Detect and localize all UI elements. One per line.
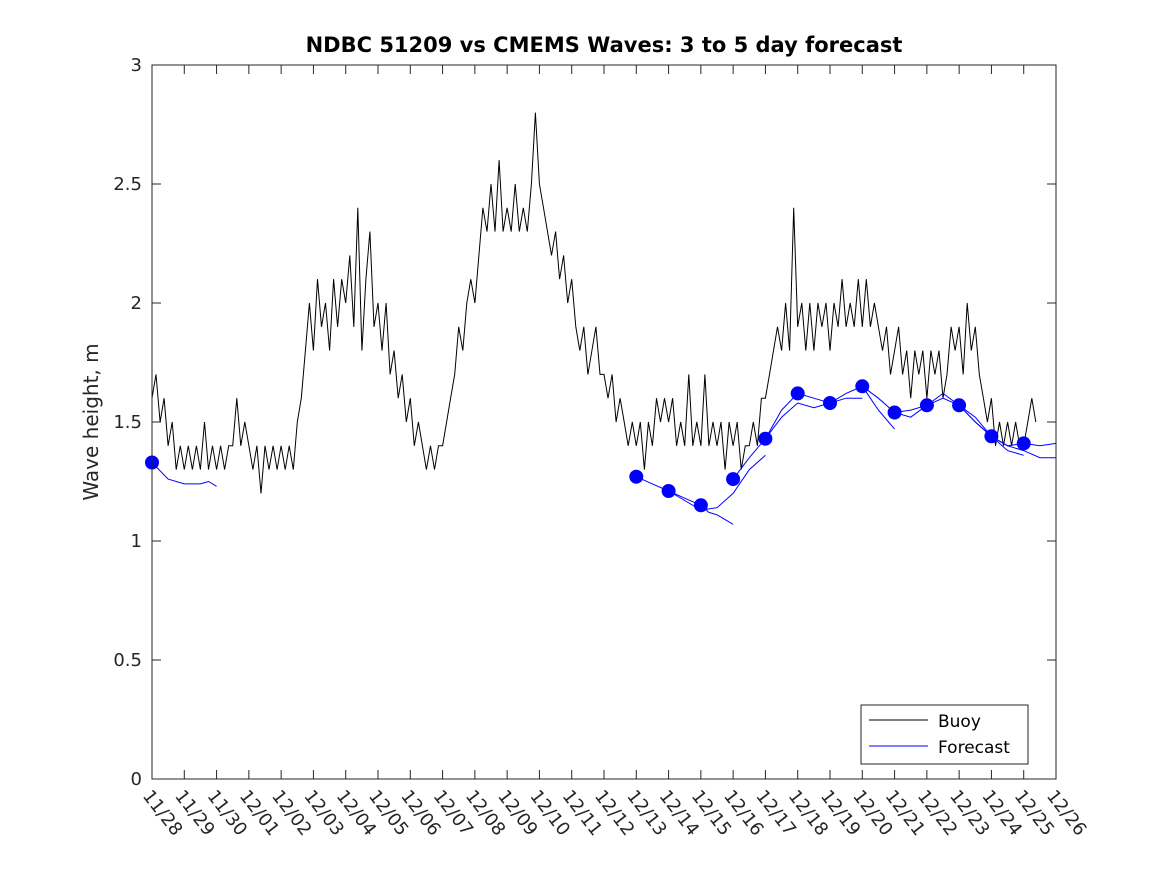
forecast-marker	[790, 386, 805, 401]
forecast-marker	[984, 429, 999, 444]
y-tick-label: 0.5	[113, 650, 142, 671]
forecast-series-line	[862, 385, 1024, 456]
forecast-marker	[661, 484, 676, 498]
legend: Buoy Forecast	[860, 704, 1029, 765]
forecast-marker	[855, 379, 870, 394]
series-layer	[145, 112, 1057, 525]
chart-title: NDBC 51209 vs CMEMS Waves: 3 to 5 day fo…	[306, 33, 903, 57]
buoy-series-line	[151, 112, 1037, 494]
forecast-series-line	[732, 397, 863, 480]
legend-buoy-label: Buoy	[938, 712, 981, 732]
legend-box	[860, 704, 1029, 765]
forecast-marker	[726, 472, 741, 487]
forecast-marker	[919, 398, 934, 413]
forecast-marker	[758, 431, 773, 446]
y-tick-label: 2.5	[113, 174, 142, 195]
forecast-marker	[629, 469, 644, 484]
forecast-marker	[823, 396, 837, 410]
plot-area	[152, 65, 1056, 779]
forecast-marker	[1016, 436, 1031, 451]
legend-forecast-label: Forecast	[938, 738, 1010, 758]
y-tick-label: 1	[131, 531, 142, 552]
forecast-series-line	[958, 404, 1057, 447]
y-tick-label: 1.5	[113, 412, 142, 433]
y-axis: 0 0.5 1 1.5 2 2.5 3	[113, 55, 1056, 790]
forecast-marker	[887, 405, 902, 420]
forecast-series-line	[151, 462, 217, 487]
forecast-series-line	[668, 454, 766, 511]
y-axis-label: Wave height, m	[79, 343, 103, 500]
forecast-marker	[693, 498, 708, 513]
forecast-marker	[952, 398, 967, 413]
y-tick-label: 2	[131, 293, 142, 314]
y-tick-label: 3	[131, 55, 142, 76]
y-tick-label: 0	[131, 769, 142, 790]
